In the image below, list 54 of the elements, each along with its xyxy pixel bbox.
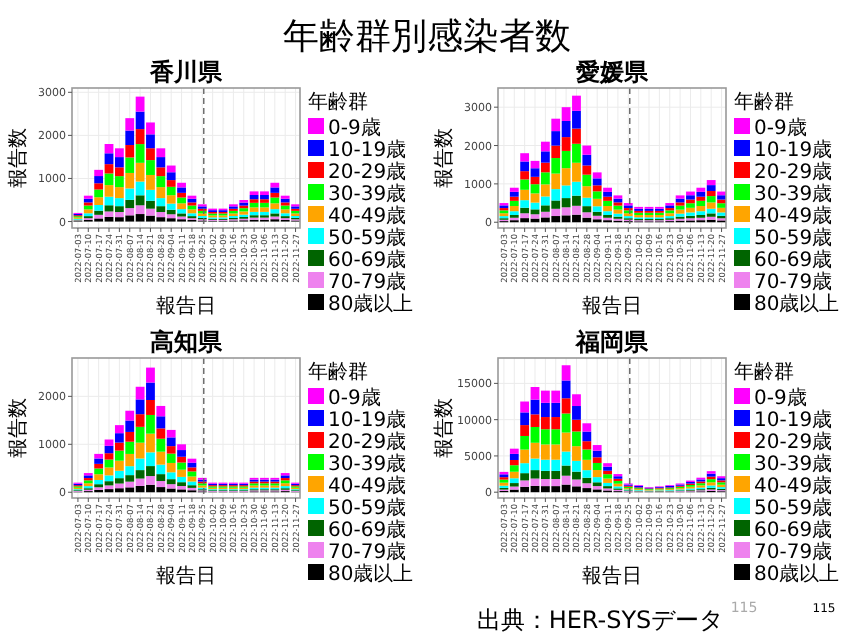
legend-label: 60-69歳 xyxy=(754,518,833,542)
legend-label: 60-69歳 xyxy=(328,248,407,272)
legend-title: 年齢群 xyxy=(308,360,368,384)
legend-title: 年齢群 xyxy=(308,90,368,114)
chart-title: 香川県 xyxy=(148,58,224,86)
text: 年齢群別感染者数 xyxy=(283,16,571,58)
legend-label: 0-9歳 xyxy=(328,116,381,140)
chart-title: 福岡県 xyxy=(574,328,650,356)
legend-label: 30-39歳 xyxy=(754,182,833,206)
legend-label: 50-59歳 xyxy=(328,496,407,520)
legend-label: 30-39歳 xyxy=(328,452,407,476)
legend-label: 20-29歳 xyxy=(328,160,407,184)
legend-label: 40-49歳 xyxy=(754,474,833,498)
legend-title: 年齢群 xyxy=(734,90,794,114)
legend-label: 80歳以上 xyxy=(328,562,414,586)
legend-label: 40-49歳 xyxy=(328,204,407,228)
legend-label: 20-29歳 xyxy=(754,430,833,454)
source-note: 出典：HER-SYSデータ xyxy=(476,606,724,634)
x-axis-title: 報告日 xyxy=(156,564,216,588)
legend-label: 10-19歳 xyxy=(754,138,833,162)
chart-title: 高知県 xyxy=(150,328,224,356)
y-axis-title: 報告数 xyxy=(6,128,30,188)
legend-label: 50-59歳 xyxy=(754,496,833,520)
legend-label: 10-19歳 xyxy=(754,408,833,432)
legend-label: 0-9歳 xyxy=(754,386,807,410)
legend-label: 70-79歳 xyxy=(328,270,407,294)
y-axis-title: 報告数 xyxy=(432,128,456,188)
legend-label: 80歳以上 xyxy=(328,292,414,316)
legend-label: 30-39歳 xyxy=(328,182,407,206)
legend-label: 70-79歳 xyxy=(754,540,833,564)
legend-label: 20-29歳 xyxy=(328,430,407,454)
legend-label: 70-79歳 xyxy=(328,540,407,564)
legend-label: 60-69歳 xyxy=(328,518,407,542)
legend-label: 50-59歳 xyxy=(754,226,833,250)
legend-label: 30-39歳 xyxy=(754,452,833,476)
legend-label: 20-29歳 xyxy=(754,160,833,184)
legend-label: 40-49歳 xyxy=(754,204,833,228)
chart-title: 愛媛県 xyxy=(576,58,650,86)
legend-title: 年齢群 xyxy=(734,360,794,384)
x-axis-title: 報告日 xyxy=(156,294,216,318)
legend-label: 10-19歳 xyxy=(328,138,407,162)
y-axis-title: 報告数 xyxy=(6,398,30,458)
y-axis-title: 報告数 xyxy=(432,398,456,458)
legend-label: 10-19歳 xyxy=(328,408,407,432)
x-axis-title: 報告日 xyxy=(582,294,642,318)
x-axis-title: 報告日 xyxy=(582,564,642,588)
legend-label: 40-49歳 xyxy=(328,474,407,498)
legend-label: 60-69歳 xyxy=(754,248,833,272)
legend-label: 0-9歳 xyxy=(754,116,807,140)
legend-label: 80歳以上 xyxy=(754,292,840,316)
legend-label: 50-59歳 xyxy=(328,226,407,250)
legend-label: 0-9歳 xyxy=(328,386,381,410)
legend-label: 70-79歳 xyxy=(754,270,833,294)
legend-label: 80歳以上 xyxy=(754,562,840,586)
